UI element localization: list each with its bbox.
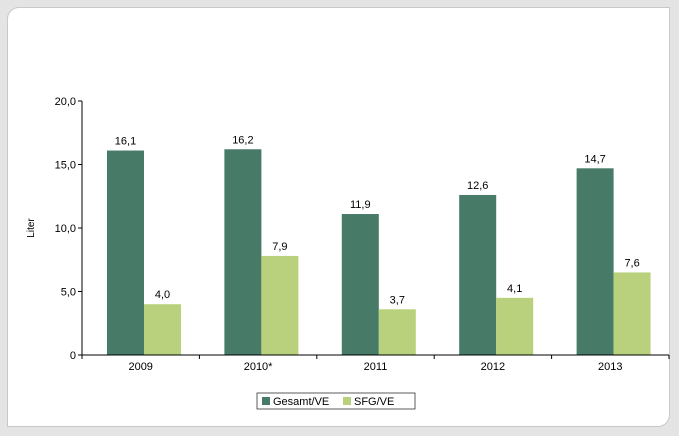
bar-sfg-2013 [613,272,651,355]
y-tick-label: 5,0 [61,287,76,299]
bar-gesamt-2009 [107,150,144,355]
data-label: 7,6 [624,257,639,269]
legend-label: Gesamt/VE [273,396,329,408]
bar-sfg-2012 [496,297,534,355]
data-label: 14,7 [584,153,605,165]
data-label: 4,1 [507,283,522,295]
bar-gesamt-2012 [459,194,497,355]
legend-swatch-gesamt [262,397,270,405]
x-tick-label: 2012 [481,361,505,373]
y-tick-label: 15,0 [55,160,76,172]
y-axis-label: Liter [26,218,37,238]
data-label: 12,6 [467,180,488,192]
x-tick-label: 2010* [244,361,273,373]
bar-gesamt-2011 [341,214,379,355]
bar-gesamt-2010 [224,149,262,355]
x-tick-label: 2009 [128,361,152,373]
bar-sfg-2011 [378,309,416,355]
data-label: 16,2 [232,134,253,146]
bar-sfg-2009 [144,304,181,355]
y-tick-label: 0 [70,350,76,362]
data-label: 7,9 [272,241,287,253]
data-label: 4,0 [155,289,170,301]
x-tick-label: 2011 [364,361,388,373]
y-tick-label: 20,0 [55,96,76,108]
y-tick-label: 10,0 [55,223,76,235]
data-label: 11,9 [350,199,371,211]
legend: Gesamt/VE SFG/VE [256,392,416,410]
data-label: 3,7 [390,294,405,306]
legend-swatch-sfg [343,397,351,405]
legend-box [256,392,416,410]
bar-gesamt-2013 [576,168,614,355]
x-tick-label: 2013 [598,361,622,373]
bar-sfg-2010 [261,255,299,355]
legend-label: SFG/VE [354,396,394,408]
data-label: 16,1 [115,136,136,148]
